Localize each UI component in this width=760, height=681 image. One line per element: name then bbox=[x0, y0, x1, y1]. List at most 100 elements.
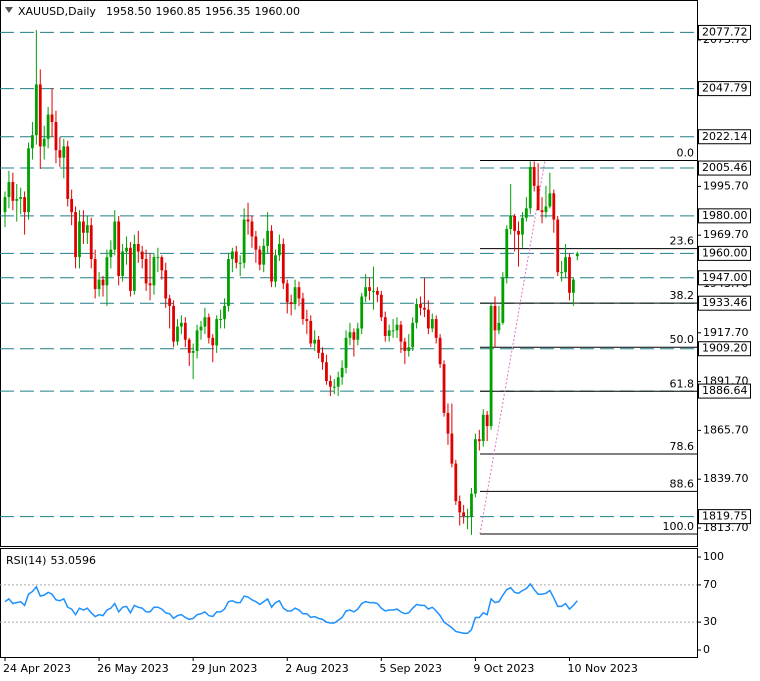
candle-body bbox=[46, 114, 50, 139]
candle-body bbox=[180, 322, 183, 327]
candle-body bbox=[136, 244, 140, 252]
candle-body bbox=[238, 262, 242, 264]
level-price-box bbox=[698, 383, 751, 399]
candle-body bbox=[148, 283, 152, 286]
candle-body bbox=[575, 253, 579, 257]
y-tick-label: 1917.70 bbox=[703, 326, 749, 339]
candle-body bbox=[489, 305, 493, 427]
candle-body bbox=[364, 287, 368, 297]
candle-body bbox=[540, 210, 544, 213]
candle-body bbox=[172, 305, 175, 342]
candle-body bbox=[105, 257, 109, 286]
candle-body bbox=[442, 364, 446, 413]
candle-body bbox=[493, 305, 497, 331]
level-price-label: 1980.00 bbox=[702, 209, 748, 222]
candle-body bbox=[54, 122, 58, 151]
candle-body bbox=[368, 287, 371, 291]
candle-body bbox=[387, 330, 391, 336]
x-tick-label: 9 Oct 2023 bbox=[473, 662, 534, 675]
candle-body bbox=[411, 322, 415, 348]
candle-body bbox=[415, 304, 418, 323]
candle-body bbox=[289, 302, 293, 305]
level-price-box bbox=[698, 295, 751, 311]
candle-body bbox=[321, 352, 324, 363]
candle-body bbox=[140, 251, 144, 260]
level-price-box bbox=[698, 270, 751, 286]
candle-body bbox=[423, 307, 426, 310]
candle-body bbox=[454, 463, 458, 502]
candle-body bbox=[215, 319, 219, 346]
level-price-box bbox=[698, 24, 751, 40]
candle-body bbox=[156, 257, 160, 259]
candle-body bbox=[223, 305, 226, 320]
level-price-box bbox=[698, 208, 751, 224]
candle-body bbox=[317, 339, 320, 353]
candle-body bbox=[262, 245, 266, 265]
candle-body bbox=[548, 193, 552, 207]
candle-body bbox=[301, 298, 305, 320]
candle-body bbox=[97, 279, 101, 290]
candle-body bbox=[328, 381, 332, 387]
candle-body bbox=[325, 362, 328, 382]
candle-body bbox=[117, 221, 121, 276]
candle-body bbox=[513, 215, 516, 231]
quote-open: 1958.50 bbox=[106, 5, 152, 18]
candle-body bbox=[176, 326, 179, 342]
candle-body bbox=[270, 230, 273, 282]
candle-body bbox=[524, 208, 528, 218]
candle-body bbox=[485, 414, 489, 427]
candle-body bbox=[470, 493, 473, 517]
candle-body bbox=[129, 247, 132, 291]
rsi-title: RSI(14) bbox=[6, 554, 46, 567]
candle-body bbox=[211, 337, 215, 346]
candle-body bbox=[62, 146, 66, 158]
candle-body bbox=[501, 277, 505, 323]
rsi-line bbox=[4, 582, 578, 635]
candle-body bbox=[183, 322, 187, 340]
candle-body bbox=[109, 249, 113, 258]
level-price-label: 2022.14 bbox=[702, 130, 748, 143]
y-tick-label: 1969.70 bbox=[703, 228, 749, 241]
fib-label: 50.0 bbox=[670, 333, 695, 346]
candle-body bbox=[293, 287, 297, 305]
candle-body bbox=[430, 319, 434, 329]
candle-body bbox=[352, 332, 356, 340]
candle-body bbox=[23, 197, 26, 213]
candle-body bbox=[3, 197, 7, 213]
candle-body bbox=[7, 182, 11, 198]
candle-body bbox=[113, 221, 117, 250]
candle-body bbox=[521, 217, 524, 235]
candle-body bbox=[74, 212, 77, 258]
candle-body bbox=[403, 341, 407, 351]
level-price-box bbox=[698, 129, 751, 145]
candle-body bbox=[160, 257, 164, 271]
candle-body bbox=[564, 257, 567, 273]
candle-body bbox=[266, 230, 270, 246]
candle-body bbox=[242, 219, 246, 263]
candle-body bbox=[274, 255, 277, 282]
candle-body bbox=[474, 439, 477, 494]
candle-body bbox=[348, 332, 352, 338]
candle-body bbox=[497, 322, 501, 331]
level-price-box bbox=[698, 509, 751, 525]
fib-label: 38.2 bbox=[670, 289, 695, 302]
x-tick-label: 29 Jun 2023 bbox=[191, 662, 257, 675]
candle-body bbox=[360, 296, 364, 329]
fib-label: 61.8 bbox=[670, 377, 695, 390]
candle-body bbox=[254, 236, 258, 250]
y-tick-label: 1839.70 bbox=[703, 472, 749, 485]
candle-body bbox=[230, 251, 234, 260]
candle-body bbox=[31, 135, 34, 149]
candle-body bbox=[15, 198, 19, 201]
candle-body bbox=[438, 337, 442, 365]
candle-body bbox=[227, 259, 230, 306]
candle-body bbox=[383, 317, 387, 336]
rsi-y-tick-label: 70 bbox=[703, 578, 717, 591]
candle-body bbox=[42, 138, 46, 147]
candle-body bbox=[125, 247, 128, 252]
candle-body bbox=[313, 339, 317, 344]
candle-body bbox=[82, 221, 85, 233]
candle-body bbox=[450, 433, 454, 464]
